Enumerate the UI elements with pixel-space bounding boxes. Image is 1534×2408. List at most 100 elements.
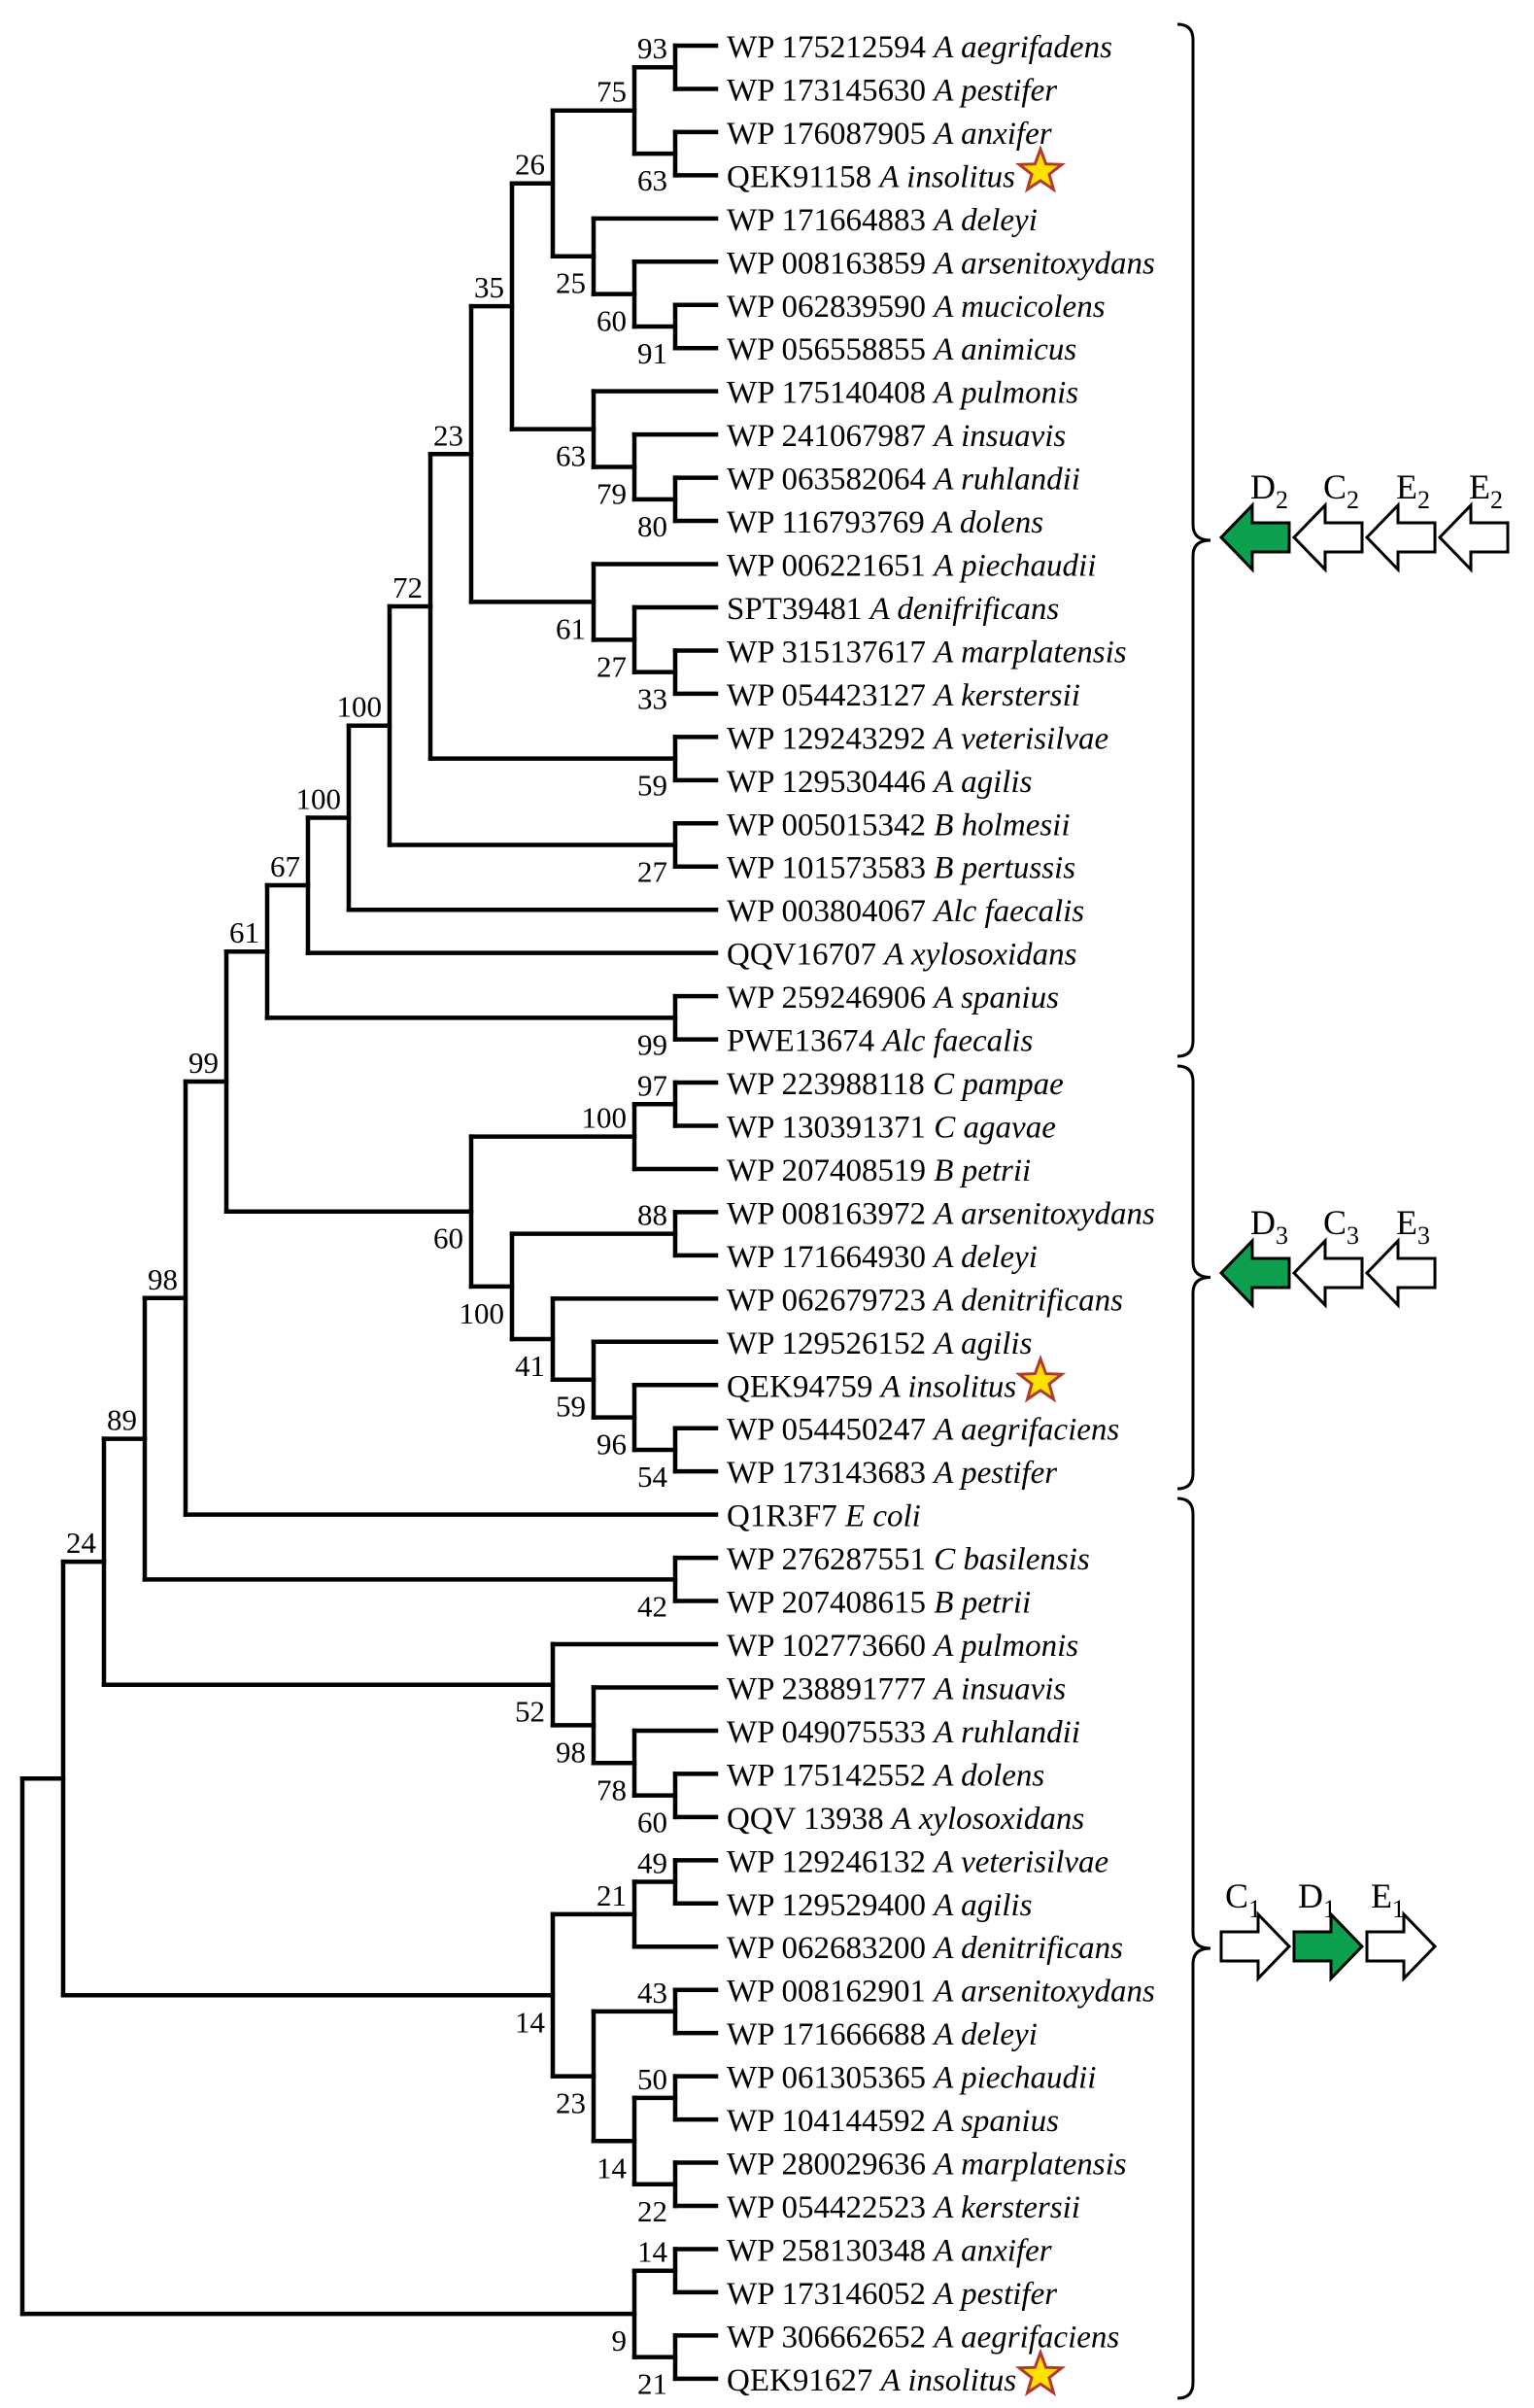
support-value: 35 [474,270,504,304]
leaf-label: WP 173145630 A pestifer [727,73,1057,108]
leaf-label: WP 062839590 A mucicolens [727,290,1106,325]
support-value: 27 [597,649,627,683]
support-value: 33 [637,682,667,716]
leaf-label: WP 223988118 C pampae [727,1067,1064,1102]
gene-arrow [1292,1910,1365,1982]
gene-arrow [1218,1237,1291,1309]
gene-arrow-label: E3 [1396,1203,1430,1250]
leaf-label: WP 315137617 A marplatensis [727,635,1127,670]
gene-arrow [1364,501,1437,573]
support-value: 89 [107,1403,137,1437]
leaf-label: WP 102773660 A pulmonis [727,1629,1078,1664]
leaf-label: WP 054422523 A kerstersii [727,2190,1080,2225]
leaf-label: WP 005015342 B holmesii [727,808,1071,843]
gene-arrow-label: C2 [1323,467,1359,514]
support-value: 97 [637,1068,667,1102]
leaf-label: WP 130391371 C agavae [727,1111,1056,1146]
gene-arrow-label: C3 [1323,1203,1359,1250]
leaf-label: WP 280029636 A marplatensis [727,2148,1127,2183]
support-value: 61 [556,611,586,645]
gene-arrow [1437,501,1510,573]
leaf-label: QEK91627 A insolitus [727,2363,1016,2398]
leaf-label: PWE13674 Alc faecalis [727,1024,1033,1059]
gene-arrow-label: E1 [1371,1876,1405,1923]
leaf-label: WP 306662652 A aegrifaciens [727,2320,1119,2355]
leaf-label: WP 171664883 A deleyi [727,203,1038,238]
leaf-label: WP 176087905 A anxifer [727,117,1052,152]
gene-arrow-label: D1 [1298,1876,1336,1923]
leaf-label: WP 129530446 A agilis [727,765,1032,800]
support-value: 50 [637,2062,667,2096]
leaf-label: WP 129529400 A agilis [727,1888,1032,1923]
support-value: 60 [597,304,627,338]
leaf-label: Q1R3F7 E coli [727,1499,921,1534]
support-value: 79 [597,476,627,510]
support-value: 78 [597,1772,627,1806]
support-value: 98 [148,1262,178,1296]
clade-brace [1176,1064,1211,1491]
support-value: 14 [597,2150,628,2184]
leaf-label: QQV 13938 A xylosoxidans [727,1802,1084,1837]
support-value: 98 [556,1735,586,1769]
leaf-label: QEK94759 A insolitus [727,1369,1016,1404]
support-value: 100 [296,781,342,815]
support-value: 63 [637,163,667,197]
support-value: 99 [637,1027,667,1061]
support-value: 25 [556,266,586,300]
leaf-label: WP 241067987 A insuavis [727,419,1066,454]
leaf-label: WP 008163859 A arsenitoxydans [727,246,1155,281]
leaf-label: WP 175140408 A pulmonis [727,376,1078,411]
support-value: 9 [612,2323,628,2357]
support-value: 54 [637,1460,668,1494]
support-value: 59 [637,769,667,803]
leaf-label: WP 207408615 B petrii [727,1586,1031,1621]
support-value: 67 [270,849,300,883]
support-value: 75 [597,75,627,109]
support-value: 100 [582,1101,628,1135]
leaf-label: WP 276287551 C basilensis [727,1542,1090,1577]
leaf-label: WP 259246906 A spanius [727,980,1059,1015]
support-value: 14 [515,2005,546,2039]
leaf-label: WP 003804067 Alc faecalis [727,894,1084,929]
leaf-label: WP 175212594 A aegrifadens [727,30,1112,65]
clade-brace [1176,1496,1211,2400]
gene-arrow-label: E2 [1469,467,1503,514]
support-value: 91 [637,336,667,370]
clade-brace [1176,22,1211,1058]
gene-arrow [1291,501,1364,573]
gene-arrow [1365,1910,1438,1982]
leaf-label: QEK91158 A insolitus [727,159,1015,194]
leaf-label: WP 049075533 A ruhlandii [727,1715,1080,1750]
leaf-label: WP 061305365 A piechaudii [727,2061,1096,2096]
leaf-label: WP 008162901 A arsenitoxydans [727,1975,1155,2010]
leaf-label: WP 104144592 A spanius [727,2104,1059,2139]
support-value: 23 [556,2086,586,2120]
support-value: 99 [188,1046,219,1080]
leaf-label: QQV16707 A xylosoxidans [727,938,1077,973]
support-value: 60 [433,1221,463,1256]
support-value: 60 [637,1806,667,1840]
leaf-label: WP 129526152 A agilis [727,1326,1032,1361]
support-value: 59 [556,1390,586,1424]
gene-arrow-label: D3 [1250,1203,1288,1250]
support-value: 27 [637,855,667,889]
support-value: 24 [66,1526,97,1560]
leaf-label: WP 129243292 A veterisilvae [727,721,1108,756]
support-value: 23 [433,418,463,452]
leaf-label: WP 116793769 A dolens [727,505,1043,540]
support-value: 41 [515,1349,545,1383]
leaf-label: WP 006221651 A piechaudii [727,549,1096,584]
gene-arrow-label: E2 [1396,467,1430,514]
support-value: 22 [637,2194,667,2228]
support-value: 93 [637,31,667,65]
leaf-label: WP 173146052 A pestifer [727,2277,1057,2312]
leaf-label: WP 063582064 A ruhlandii [727,463,1080,498]
gene-arrow-label: D2 [1250,467,1288,514]
gene-arrow [1364,1237,1437,1309]
support-value: 61 [229,915,259,949]
support-value: 72 [392,570,423,604]
leaf-label: WP 101573583 B pertussis [727,851,1075,886]
leaf-label: WP 207408519 B petrii [727,1153,1031,1188]
